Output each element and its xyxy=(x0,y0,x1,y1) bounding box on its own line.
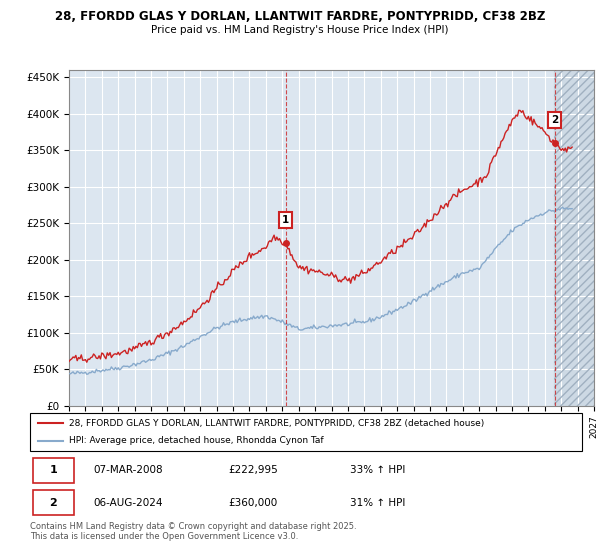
Text: HPI: Average price, detached house, Rhondda Cynon Taf: HPI: Average price, detached house, Rhon… xyxy=(68,436,323,445)
Text: 1: 1 xyxy=(282,215,289,225)
Text: 28, FFORDD GLAS Y DORLAN, LLANTWIT FARDRE, PONTYPRIDD, CF38 2BZ (detached house): 28, FFORDD GLAS Y DORLAN, LLANTWIT FARDR… xyxy=(68,418,484,427)
Text: 31% ↑ HPI: 31% ↑ HPI xyxy=(350,498,406,508)
FancyBboxPatch shape xyxy=(33,491,74,516)
Text: 07-MAR-2008: 07-MAR-2008 xyxy=(94,465,163,475)
Text: Price paid vs. HM Land Registry's House Price Index (HPI): Price paid vs. HM Land Registry's House … xyxy=(151,25,449,35)
Text: 33% ↑ HPI: 33% ↑ HPI xyxy=(350,465,406,475)
Bar xyxy=(554,70,594,406)
Text: 1: 1 xyxy=(50,465,58,475)
Text: 06-AUG-2024: 06-AUG-2024 xyxy=(94,498,163,508)
Text: 2: 2 xyxy=(551,115,558,125)
Text: £360,000: £360,000 xyxy=(229,498,278,508)
Text: £222,995: £222,995 xyxy=(229,465,278,475)
FancyBboxPatch shape xyxy=(33,458,74,483)
Text: Contains HM Land Registry data © Crown copyright and database right 2025.
This d: Contains HM Land Registry data © Crown c… xyxy=(30,522,356,542)
Text: 2: 2 xyxy=(50,498,58,508)
FancyBboxPatch shape xyxy=(30,413,582,451)
Text: 28, FFORDD GLAS Y DORLAN, LLANTWIT FARDRE, PONTYPRIDD, CF38 2BZ: 28, FFORDD GLAS Y DORLAN, LLANTWIT FARDR… xyxy=(55,10,545,22)
